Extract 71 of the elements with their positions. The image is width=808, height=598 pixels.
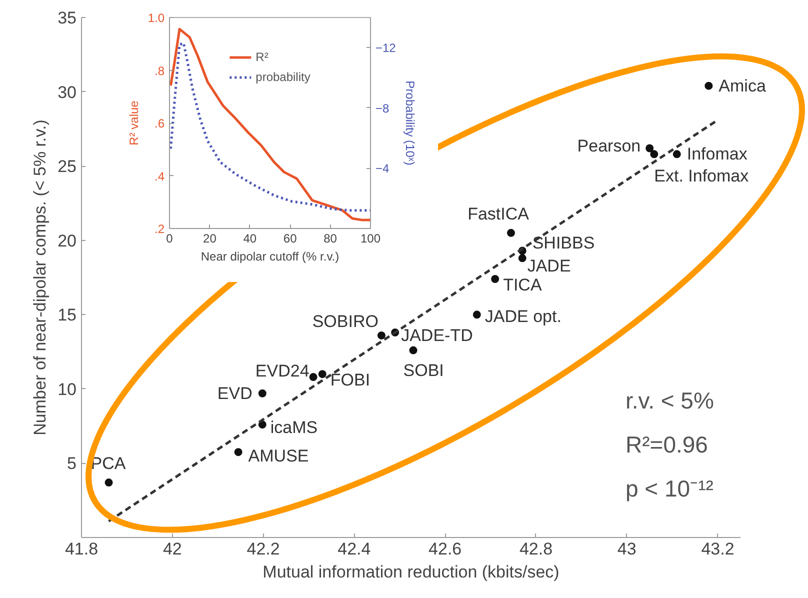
series-label: Infomax xyxy=(686,144,748,164)
y-axis-title: Number of near-dipolar comps. (< 5% r.v.) xyxy=(30,120,50,436)
point xyxy=(650,150,658,158)
y-tick-label: .2 xyxy=(154,222,165,236)
y-tick-label: .8 xyxy=(154,64,165,78)
x-tick-label: 42 xyxy=(162,540,182,558)
y-tick-label: 5 xyxy=(67,454,77,474)
series-label: SOBI xyxy=(403,360,444,380)
series-label: AMUSE xyxy=(248,446,309,466)
y-tick-label: 15 xyxy=(58,306,77,325)
x-tick-label: 42.8 xyxy=(519,540,553,558)
series-label: EVD xyxy=(217,384,252,403)
x-tick-label: 43 xyxy=(617,540,636,558)
y2-tick-label: −8 xyxy=(376,101,390,116)
legend-label: probability xyxy=(256,70,310,84)
point xyxy=(518,254,526,262)
y-tick-label: .4 xyxy=(154,169,165,184)
series-label: SOBIRO xyxy=(312,312,378,331)
point xyxy=(258,420,266,429)
x-tick-label: 43.2 xyxy=(701,540,734,558)
point xyxy=(234,448,242,456)
series-label: EVD24 xyxy=(255,362,310,381)
series-label: Pearson xyxy=(577,136,641,156)
series-label: FOBI xyxy=(330,370,370,390)
y-tick-label: 25 xyxy=(58,157,77,176)
annotation: r.v. < 5% xyxy=(626,388,714,414)
series-label: JADE opt. xyxy=(484,307,562,326)
point xyxy=(704,82,713,90)
y-tick-label: 30 xyxy=(58,82,77,102)
point xyxy=(104,478,113,487)
x-tick-label: 42.6 xyxy=(428,540,462,558)
x-tick-label: 0 xyxy=(166,232,174,246)
x-tick-label: 42.2 xyxy=(246,540,280,558)
point xyxy=(491,274,500,283)
y-axis-title: R² value xyxy=(126,100,141,146)
y-tick-label: 10 xyxy=(58,380,77,399)
y2-tick-label: −4 xyxy=(376,162,390,176)
series-label: Ext. Infomax xyxy=(654,166,750,186)
point xyxy=(309,373,318,382)
series-label: JADE-TD xyxy=(401,326,473,345)
point xyxy=(672,150,681,158)
y2-tick-label: −12 xyxy=(376,41,396,56)
y-tick-label: 1.0 xyxy=(148,11,165,25)
x-tick-label: 40 xyxy=(243,232,257,246)
point xyxy=(377,331,386,340)
point xyxy=(506,228,515,237)
point xyxy=(472,310,481,319)
y2-axis-title: Probability (10ˣ) xyxy=(402,80,417,166)
annotation: R²=0.96 xyxy=(626,432,708,458)
point xyxy=(409,346,418,354)
point xyxy=(258,389,266,398)
series-label: FastICA xyxy=(468,204,530,224)
x-tick-label: 41.8 xyxy=(64,540,98,558)
series-label: JADE xyxy=(527,256,571,276)
x-tick-label: 100 xyxy=(360,232,381,246)
series-label: Amica xyxy=(718,76,766,96)
x-tick-label: 20 xyxy=(203,232,217,246)
x-tick-label: 60 xyxy=(283,232,298,246)
annotation: p < 10⁻¹² xyxy=(626,476,714,502)
x-axis-title: Mutual information reduction (kbits/sec) xyxy=(262,562,560,582)
y-tick-label: .6 xyxy=(154,116,165,130)
y-tick-label: 35 xyxy=(58,8,77,28)
x-tick-label: 80 xyxy=(324,232,338,246)
legend-label: R² xyxy=(256,50,270,64)
point xyxy=(646,144,654,152)
series-label: SHIBBS xyxy=(532,233,595,252)
series-label: TICA xyxy=(503,275,542,294)
point xyxy=(318,370,326,378)
series-label: icaMS xyxy=(270,418,318,438)
x-tick-label: 42.4 xyxy=(338,540,371,558)
x-axis-title: Near dipolar cutoff (% r.v.) xyxy=(200,250,340,264)
